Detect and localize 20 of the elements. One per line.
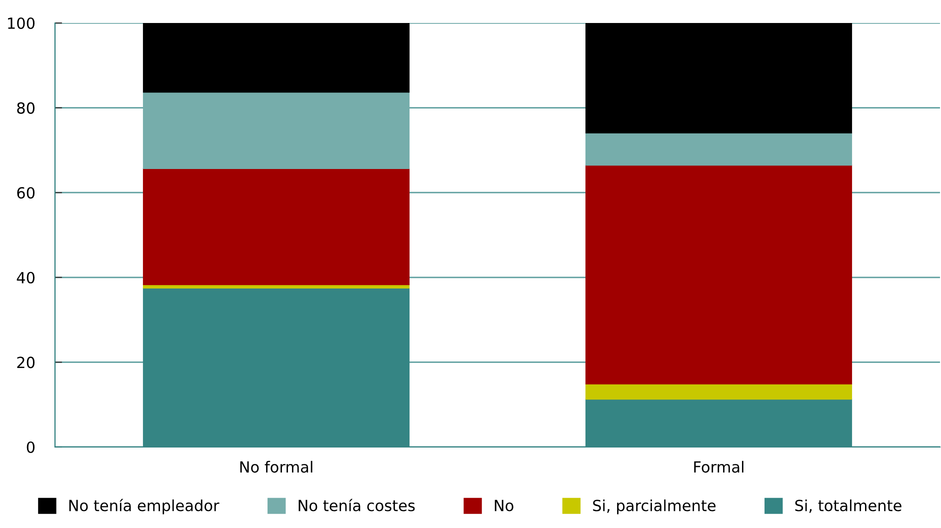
legend-label: No tenía empleador: [69, 498, 220, 514]
bar: [585, 23, 852, 134]
legend-label: No: [494, 500, 514, 512]
x-tick-label: Formal: [694, 460, 744, 473]
bar: [142, 92, 410, 169]
bar: [585, 383, 852, 400]
x-tick-label: No formal: [240, 460, 312, 473]
bar: [142, 168, 410, 286]
y-tick-label: 60: [17, 187, 35, 199]
bar: [585, 164, 852, 384]
legend-label: No tenía costes: [298, 498, 415, 512]
bar: [585, 132, 852, 166]
y-tick-label: 40: [16, 272, 35, 284]
legend-label: Si, parcialmente: [593, 499, 716, 514]
y-tick-label: 0: [26, 441, 35, 454]
y-tick-label: 20: [17, 356, 35, 368]
legend-label: Si, totalmente: [795, 499, 902, 513]
y-tick-label: 80: [17, 102, 35, 114]
y-tick-label: 100: [8, 17, 35, 30]
bar: [142, 23, 410, 93]
